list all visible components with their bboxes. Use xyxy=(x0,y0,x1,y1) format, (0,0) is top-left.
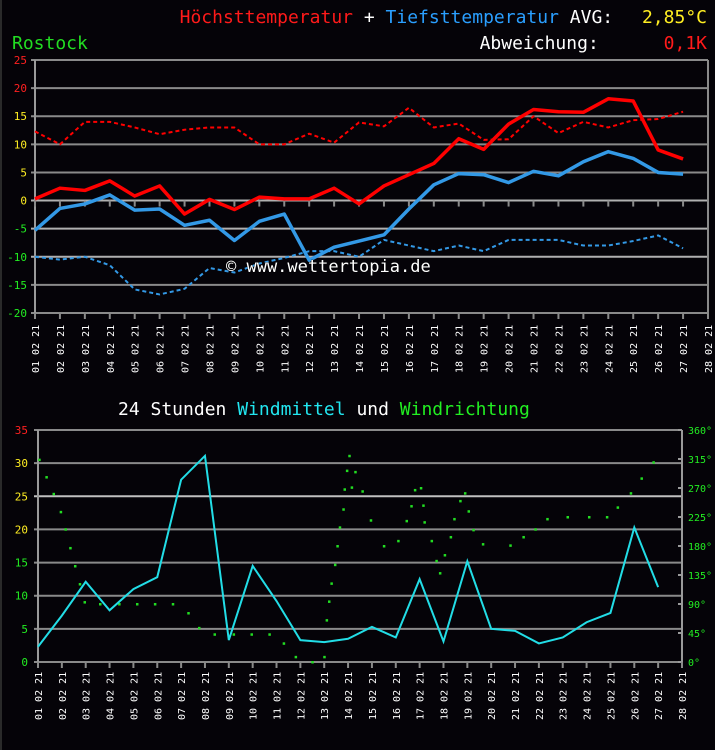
wind-title-prefix: 24 Stunden xyxy=(118,399,227,420)
station-name: Rostock xyxy=(12,33,88,54)
x-tick-label: 15 02 21 xyxy=(380,325,391,373)
x-tick-label: 25 02 21 xyxy=(629,325,640,373)
x-tick-label: 01 02 21 xyxy=(31,325,42,373)
x-tick-label: 24 02 21 xyxy=(604,325,615,373)
y-tick-label: -15 xyxy=(7,279,27,292)
x-tick-label: 16 02 21 xyxy=(405,325,416,373)
x-tick-label: 05 02 21 xyxy=(131,325,142,373)
x-tick-label: 10 02 21 xyxy=(255,325,266,373)
x-tick-label: 18 02 21 xyxy=(455,325,466,373)
x-tick-label: 23 02 21 xyxy=(579,325,590,373)
x-tick-label: 20 02 21 xyxy=(505,325,516,373)
watermark: © www.wettertopia.de xyxy=(226,257,431,277)
temperature-series-line xyxy=(34,97,684,216)
temperature-chart-title: Höchsttemperatur + Tiefsttemperatur AVG:… xyxy=(180,8,707,28)
avg-value: 2,85°C xyxy=(641,7,707,28)
x-tick-label: 03 02 21 xyxy=(81,325,92,373)
wind-chart-title: 24 Stunden Windmittel und Windrichtung xyxy=(118,400,530,420)
x-tick-label: 08 02 21 xyxy=(205,325,216,373)
wind-title-direction: Windrichtung xyxy=(399,399,530,420)
deviation-label: Abweichung: xyxy=(479,33,599,54)
normal-series-line xyxy=(34,234,684,296)
wind-title-und: und xyxy=(356,399,389,420)
title-plus: + xyxy=(363,7,375,28)
x-tick-label: 11 02 21 xyxy=(280,325,291,373)
avg-label: AVG: xyxy=(569,7,614,28)
deviation-row: Abweichung: 0,1K xyxy=(480,34,707,54)
x-tick-label: 09 02 21 xyxy=(230,325,241,373)
x-tick-label: 19 02 21 xyxy=(480,325,491,373)
temperature-series-line xyxy=(33,149,684,262)
y-tick-label: 20 xyxy=(14,82,27,95)
x-tick-label: 21 02 21 xyxy=(530,325,541,373)
x-tick-label: 07 02 21 xyxy=(181,325,192,373)
normal-series-line xyxy=(34,106,684,146)
title-min-label: Tiefsttemperatur xyxy=(385,7,559,28)
y-tick-label: 5 xyxy=(20,166,27,179)
x-tick-label: 02 02 21 xyxy=(56,325,67,373)
y-tick-label: -10 xyxy=(7,251,27,264)
y-tick-label: -20 xyxy=(7,307,27,320)
x-tick-label: 13 02 21 xyxy=(330,325,341,373)
x-tick-label: 04 02 21 xyxy=(106,325,117,373)
deviation-value: 0,1K xyxy=(663,33,707,54)
y-tick-label: 10 xyxy=(14,138,27,151)
y-tick-label: 15 xyxy=(14,110,27,123)
temperature-chart: 25 20 15 10 5 0 -5 -10 -15 -20 01 02 21 02 02 21 03 … xyxy=(7,54,715,373)
y-tick-label: 0 xyxy=(20,195,27,208)
x-tick-label: 28 02 21 xyxy=(704,325,715,373)
wind-title-mean: Windmittel xyxy=(237,399,346,420)
x-tick-label: 12 02 21 xyxy=(305,325,316,373)
title-max-label: Höchsttemperatur xyxy=(179,7,353,28)
x-tick-label: 26 02 21 xyxy=(654,325,665,373)
x-tick-label: 17 02 21 xyxy=(430,325,441,373)
x-tick-label: 27 02 21 xyxy=(679,325,690,373)
y-tick-label: 25 xyxy=(14,54,27,67)
y-tick-label: -5 xyxy=(14,223,27,236)
x-tick-label: 06 02 21 xyxy=(156,325,167,373)
x-tick-label: 22 02 21 xyxy=(554,325,565,373)
x-tick-label: 14 02 21 xyxy=(355,325,366,373)
